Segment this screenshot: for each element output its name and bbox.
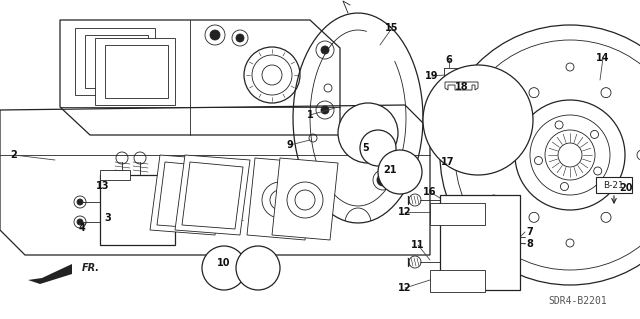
Polygon shape [178,162,205,176]
Text: 14: 14 [596,53,610,63]
Text: 4: 4 [79,223,85,233]
Polygon shape [75,28,155,95]
Circle shape [321,106,329,114]
Polygon shape [157,162,218,229]
Text: 5: 5 [363,143,369,153]
Bar [430,203,485,225]
Text: 7: 7 [527,227,533,237]
Text: 13: 13 [96,181,109,191]
Circle shape [378,150,422,194]
Polygon shape [247,158,313,240]
Circle shape [295,190,315,210]
Circle shape [77,199,83,205]
Polygon shape [272,158,338,240]
Text: FR.: FR. [82,263,100,273]
Text: 16: 16 [423,187,436,197]
Text: B-21: B-21 [604,181,625,189]
Circle shape [287,182,323,218]
Circle shape [236,246,280,290]
Polygon shape [105,45,168,98]
Circle shape [338,103,398,163]
Text: 15: 15 [385,23,399,33]
Circle shape [360,130,396,166]
Text: 2: 2 [11,150,17,160]
Text: 10: 10 [217,258,231,268]
Bar [596,177,632,193]
Text: 19: 19 [425,71,439,81]
Text: 17: 17 [441,157,455,167]
Text: 1: 1 [307,110,314,120]
Text: 6: 6 [445,55,452,65]
Text: 12: 12 [398,283,412,293]
Polygon shape [100,170,130,180]
Polygon shape [182,162,243,229]
Text: 3: 3 [104,213,111,223]
Polygon shape [85,35,148,88]
Polygon shape [175,155,250,235]
Polygon shape [440,195,520,290]
Circle shape [440,25,640,285]
Polygon shape [95,38,175,105]
Circle shape [202,246,246,290]
Bar [430,270,485,292]
Polygon shape [28,264,72,284]
Circle shape [262,182,298,218]
Text: 9: 9 [287,140,293,150]
Text: 20: 20 [620,183,633,193]
Polygon shape [100,175,195,245]
Text: 8: 8 [527,239,533,249]
Circle shape [321,46,329,54]
Text: 21: 21 [383,165,397,175]
Polygon shape [150,155,225,235]
Circle shape [210,30,220,40]
Circle shape [423,65,533,175]
Polygon shape [60,20,340,135]
Circle shape [270,190,290,210]
Polygon shape [445,82,478,90]
Text: 11: 11 [412,240,425,250]
Circle shape [377,174,389,186]
Text: 12: 12 [398,207,412,217]
Text: 18: 18 [455,82,469,92]
Text: SDR4-B2201: SDR4-B2201 [548,296,607,306]
Circle shape [77,219,83,225]
Circle shape [236,34,244,42]
